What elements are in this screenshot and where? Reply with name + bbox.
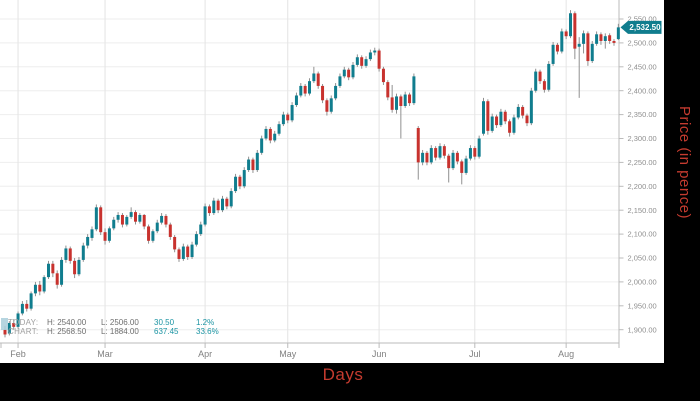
svg-text:May: May	[279, 349, 297, 359]
svg-text:2,100.00: 2,100.00	[628, 230, 657, 239]
svg-text:2,400.00: 2,400.00	[628, 86, 657, 95]
legend-today-label: TODAY:	[8, 318, 39, 327]
legend-chart-high: H: 2568.50	[47, 327, 87, 336]
legend-today-change: 30.50	[154, 318, 175, 327]
y-axis-title: Price (in pence)	[676, 106, 693, 220]
legend-today-high: H: 2540.00	[47, 318, 87, 327]
legend-row-chart: CHART: H: 2568.50 L: 1884.00 637.45 33.6…	[0, 327, 664, 336]
svg-text:2,500.00: 2,500.00	[628, 39, 657, 48]
x-axis-title: Days	[322, 365, 364, 384]
svg-text:2,532.50: 2,532.50	[629, 23, 661, 32]
svg-text:2,300.00: 2,300.00	[628, 134, 657, 143]
legend-today-change-pct: 1.2%	[196, 318, 215, 327]
today-marker-icon	[1, 318, 8, 330]
svg-text:Mar: Mar	[97, 349, 113, 359]
svg-text:2,150.00: 2,150.00	[628, 206, 657, 215]
svg-text:Jun: Jun	[372, 349, 387, 359]
legend-chart-label: CHART:	[8, 327, 39, 336]
svg-text:2,200.00: 2,200.00	[628, 182, 657, 191]
svg-text:2,350.00: 2,350.00	[628, 110, 657, 119]
svg-text:2,550.00: 2,550.00	[628, 15, 657, 24]
current-price-badge	[620, 20, 662, 34]
legend-today-low: L: 2506.00	[101, 318, 139, 327]
svg-text:1,950.00: 1,950.00	[628, 301, 657, 310]
svg-text:Aug: Aug	[558, 349, 574, 359]
chart-plot-area[interactable]: Feb Mar Apr May Jun Jul Aug 2,550.00 2,500.00 2,4…	[0, 0, 664, 363]
svg-text:Apr: Apr	[198, 349, 212, 359]
legend-row-today: TODAY: H: 2540.00 L: 2506.00 30.50 1.2%	[0, 318, 664, 327]
legend-chart-change-pct: 33.6%	[196, 327, 219, 336]
svg-text:2,050.00: 2,050.00	[628, 254, 657, 263]
svg-text:Jul: Jul	[469, 349, 481, 359]
svg-text:2,250.00: 2,250.00	[628, 158, 657, 167]
svg-text:2,450.00: 2,450.00	[628, 62, 657, 71]
svg-text:Feb: Feb	[10, 349, 26, 359]
candlestick-chart-svg[interactable]: Feb Mar Apr May Jun Jul Aug 2,550.00 2,500.00 2,4…	[0, 0, 664, 363]
svg-text:2,000.00: 2,000.00	[628, 278, 657, 287]
legend-chart-low: L: 1884.00	[101, 327, 139, 336]
svg-text:1,900.00: 1,900.00	[628, 325, 657, 334]
legend-chart-change: 637.45	[154, 327, 179, 336]
